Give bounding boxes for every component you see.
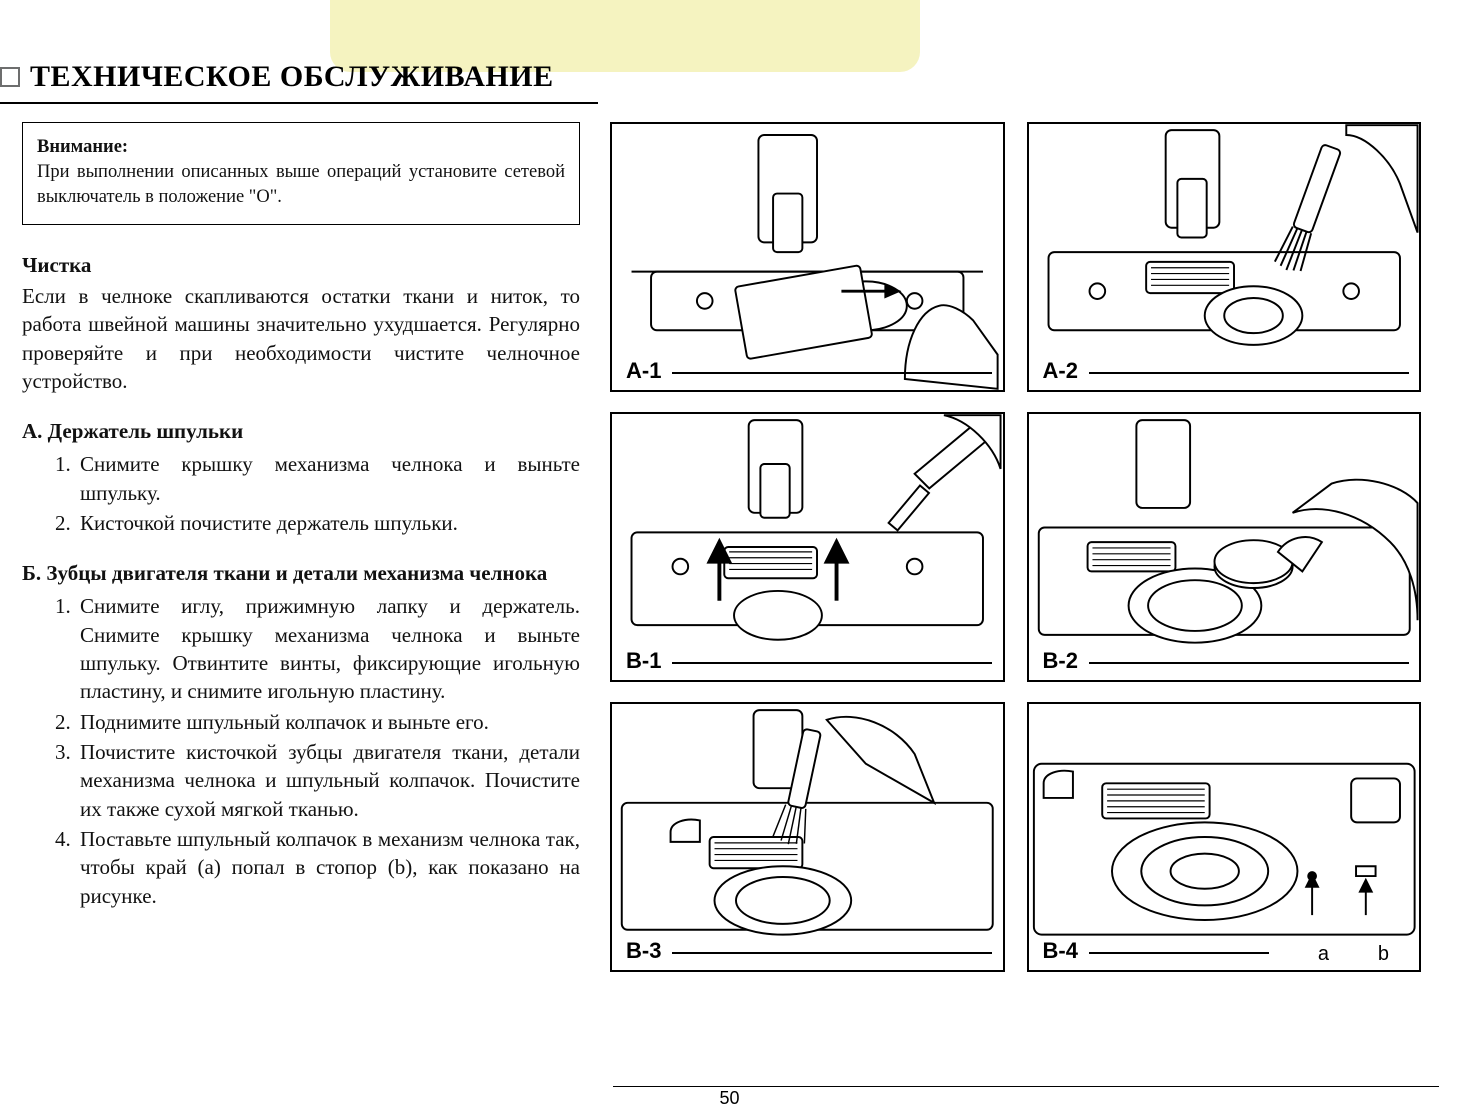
list-item: Снимите иглу, прижимную лапку и держател… [76, 592, 580, 705]
figure-label-line [1089, 372, 1409, 374]
cleaning-body: Если в челноке скапливаются остатки ткан… [22, 282, 580, 395]
figure-label: B-4 [1039, 938, 1082, 964]
figure-label: A-1 [622, 358, 665, 384]
figure-label-line [672, 952, 992, 954]
list-item: Поднимите шпульный колпачок и выньте его… [76, 708, 580, 736]
list-item: Снимите крышку механизма челнока и выньт… [76, 450, 580, 507]
footer-line [613, 1086, 1439, 1088]
figure-label: B-1 [622, 648, 665, 674]
section-a-steps: Снимите крышку механизма челнока и выньт… [22, 450, 580, 537]
notice-box: Внимание: При выполнении описанных выше … [22, 122, 580, 225]
figure-label-line [672, 662, 992, 664]
figures-grid: A-1 [610, 122, 1439, 972]
page-content: ТЕХНИЧЕСКОЕ ОБСЛУЖИВАНИЕ Внимание: При в… [0, 60, 1459, 972]
title-underline [0, 102, 598, 104]
figure-label: B-2 [1039, 648, 1082, 674]
figure-label: A-2 [1039, 358, 1082, 384]
figure-b3: B-3 [610, 702, 1005, 972]
figure-label-line [1089, 662, 1409, 664]
figure-sublabel-a: a [1318, 943, 1329, 966]
list-item: Поставьте шпульный колпачок в механизм ч… [76, 825, 580, 910]
figure-b4: B-4 a b [1027, 702, 1422, 972]
figure-sublabel-b: b [1378, 943, 1389, 966]
section-b-heading: Б. Зубцы двигателя ткани и детали механи… [22, 561, 580, 586]
figure-label: B-3 [622, 938, 665, 964]
figure-a2: A-2 [1027, 122, 1422, 392]
list-item: Почистите кисточкой зубцы двигателя ткан… [76, 738, 580, 823]
title-marker-box [0, 67, 20, 87]
figure-a1: A-1 [610, 122, 1005, 392]
figure-label-line [1089, 952, 1269, 954]
notice-body: При выполнении описанных выше операций у… [37, 160, 565, 210]
title-row: ТЕХНИЧЕСКОЕ ОБСЛУЖИВАНИЕ [0, 60, 1439, 94]
figure-b2: B-2 [1027, 412, 1422, 682]
section-a-heading: А. Держатель шпульки [22, 419, 580, 444]
section-b-steps: Снимите иглу, прижимную лапку и держател… [22, 592, 580, 910]
text-column: Внимание: При выполнении описанных выше … [0, 122, 580, 972]
list-item: Кисточкой почистите держатель шпульки. [76, 509, 580, 537]
page-number: 50 [719, 1088, 739, 1109]
page-title: ТЕХНИЧЕСКОЕ ОБСЛУЖИВАНИЕ [30, 60, 554, 94]
figure-b1: B-1 [610, 412, 1005, 682]
notice-heading: Внимание: [37, 135, 565, 160]
content-columns: Внимание: При выполнении описанных выше … [0, 122, 1439, 972]
figure-label-line [672, 372, 992, 374]
cleaning-heading: Чистка [22, 253, 580, 278]
